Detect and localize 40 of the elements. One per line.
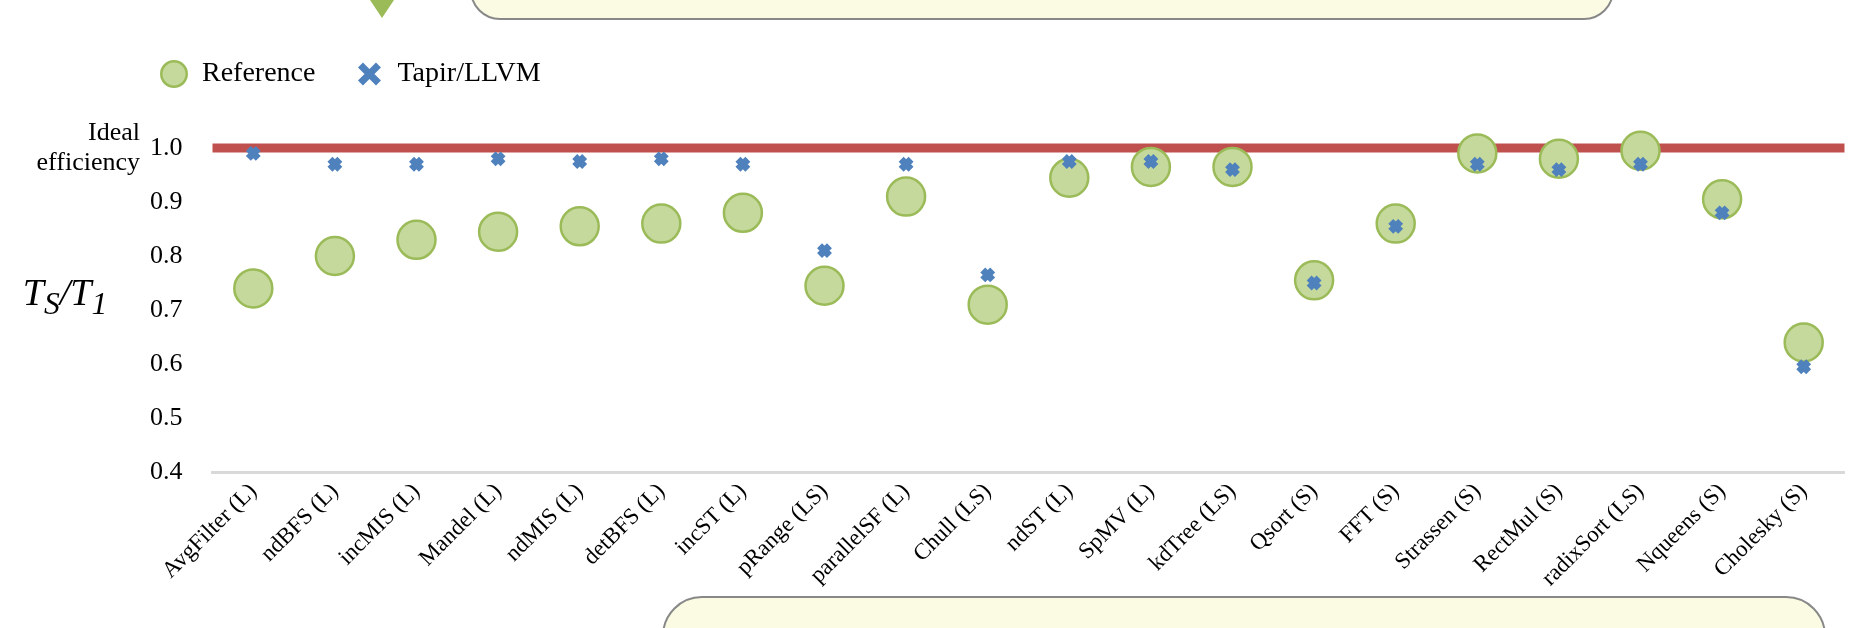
point — [652, 150, 670, 168]
point — [489, 150, 507, 168]
y-tick-label: 1.0 — [150, 131, 183, 161]
point — [641, 203, 682, 244]
point — [477, 211, 519, 252]
point — [1060, 153, 1078, 170]
point — [1632, 155, 1649, 173]
point — [816, 242, 833, 260]
point — [326, 155, 344, 173]
point — [885, 176, 927, 217]
y-tick-label: 0.6 — [150, 347, 183, 377]
point — [722, 192, 764, 234]
point — [1783, 322, 1824, 363]
point — [1468, 155, 1486, 173]
point — [408, 155, 425, 173]
y-tick-label: 0.9 — [150, 185, 183, 215]
point — [967, 284, 1008, 325]
point — [571, 153, 589, 170]
point — [559, 206, 600, 247]
legend-label: Reference — [202, 56, 316, 88]
y-tick-label: 0.8 — [150, 239, 183, 269]
point — [396, 219, 437, 261]
point — [1795, 358, 1813, 376]
ref-line-label: Ideal efficiency — [36, 116, 140, 176]
y-tick-label: 0.5 — [150, 401, 183, 431]
x-tick-label: FFT (S) — [1334, 477, 1404, 548]
point — [804, 265, 845, 306]
legend-label: Tapir/LLVM — [397, 56, 541, 88]
point — [1550, 161, 1568, 179]
point — [897, 155, 915, 173]
point — [233, 268, 274, 309]
point — [1713, 204, 1731, 222]
point — [244, 144, 262, 162]
point — [1049, 157, 1090, 198]
y-axis-title: T$_{S}$/T$_{1}$ — [21, 270, 109, 322]
y-tick-label: 0.4 — [150, 455, 183, 485]
y-tick-label: 0.7 — [150, 293, 183, 323]
point — [979, 266, 997, 284]
point — [314, 235, 356, 277]
point — [734, 155, 752, 173]
